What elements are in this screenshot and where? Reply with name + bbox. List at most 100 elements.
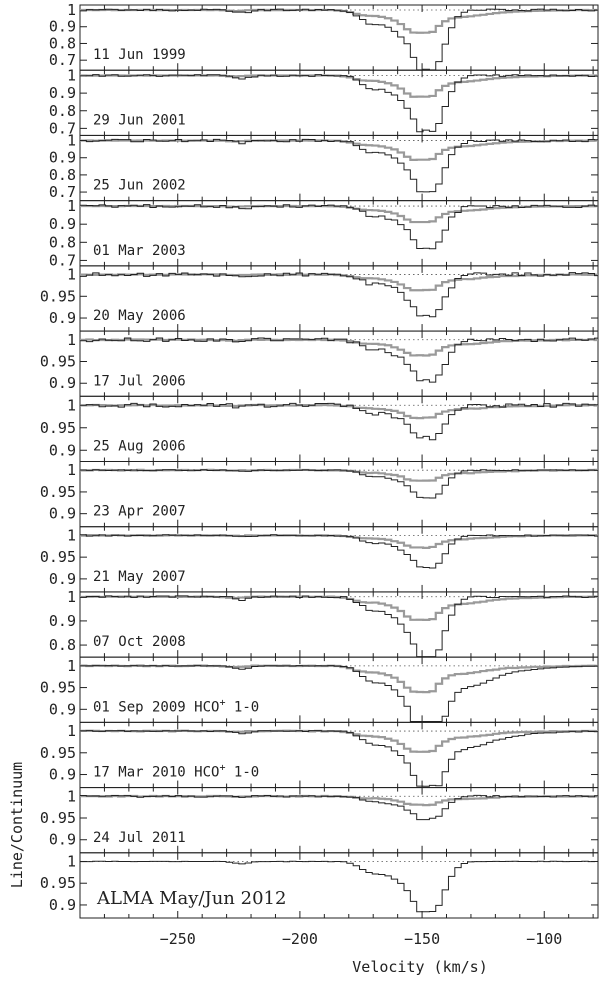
panel-7: 1 0.95 0.9 25 Aug 2006 [40,395,599,462]
reference-spectrum [80,468,598,482]
panel-label-main: 29 Jun 2001 [93,112,186,128]
y-tick-label: 0.8 [49,34,76,52]
y-tick-label: 0.9 [49,149,76,167]
y-tick-label: 0.9 [49,441,76,459]
observed-spectrum [80,402,598,441]
y-tick-label: 1 [67,266,76,284]
y-tick-label: 1 [67,526,76,544]
y-tick-label: 0.95 [40,548,76,566]
y-tick-label: 0.8 [49,166,76,184]
y-tick-label: 0.7 [49,183,76,201]
observed-spectrum [80,204,598,250]
y-tick-label: 1 [67,588,76,606]
y-tick-label: 1 [67,132,76,150]
y-tick-label: 0.9 [49,18,76,36]
reference-spectrum [80,729,598,753]
panel-10: 1 0.9 0.8 07 Oct 2008 [49,588,599,658]
panel-label: 23 Apr 2007 [93,504,186,520]
panel-label: 25 Aug 2006 [93,439,186,455]
panel-6: 1 0.95 0.9 17 Jul 2006 [40,330,599,397]
observed-spectrum [80,8,598,71]
y-tick-label: 1 [67,67,76,85]
panel-9: 1 0.95 0.9 21 May 2007 [40,526,599,593]
y-tick-label: 0.9 [49,570,76,588]
observed-spectrum [80,595,598,658]
y-tick-label: 0.95 [40,874,76,892]
y-tick-label: 1 [67,657,76,675]
panel-label-superscript: + [219,697,225,708]
reference-spectrum [80,139,598,161]
observed-spectrum [80,665,598,722]
panel-label-main: 20 May 2006 [93,308,186,324]
panel-label-main: 17 Mar 2010 HCO [93,765,219,781]
y-tick-label: 1 [67,461,76,479]
panel-label: 20 May 2006 [93,308,186,324]
panel-label: 01 Sep 2009 HCO+ 1-0 [93,697,259,715]
x-axis-title: Velocity (km/s) [352,958,487,976]
panel-label-tail: 1-0 [225,699,259,715]
panel-label-main: 25 Jun 2002 [93,178,186,194]
reference-spectrum [80,533,598,549]
y-tick-label: 0.7 [49,119,76,137]
x-tick-label: −100 [526,930,562,948]
panel-label-main: 21 May 2007 [93,569,186,585]
observed-spectrum [80,138,598,193]
panel-label-superscript: + [219,763,225,774]
observed-spectrum [80,272,598,318]
panel-label: 21 May 2007 [93,569,186,585]
panel-5: 1 0.95 0.9 20 May 2006 [40,265,599,332]
panel-label: 07 Oct 2008 [93,634,186,650]
panel-label: 17 Mar 2010 HCO+ 1-0 [93,763,259,781]
y-tick-label: 1 [67,331,76,349]
y-tick-label: 0.95 [40,353,76,371]
y-tick-label: 0.8 [49,636,76,654]
y-tick-label: 0.8 [49,233,76,251]
observed-spectrum [80,794,598,821]
panel-label: 29 Jun 2001 [93,112,186,128]
panel-label-main: 17 Jul 2006 [93,373,186,389]
y-tick-label: 0.9 [49,84,76,102]
y-axis-title: Line/Continuum [8,762,26,888]
reference-spectrum [80,794,598,807]
panel-14: 1 0.95 0.9 ALMA May/Jun 2012 [40,852,599,919]
y-tick-label: 0.95 [40,744,76,762]
observed-spectrum [80,74,598,133]
panel-label: 01 Mar 2003 [93,243,186,259]
y-tick-label: 0.9 [49,612,76,630]
y-tick-label: 0.9 [49,896,76,914]
panel-label: 11 Jun 1999 [93,47,186,63]
panel-label: 24 Jul 2011 [93,830,186,846]
reference-spectrum [80,403,598,420]
x-tick-label: −200 [282,930,318,948]
panel-label-tail: 1-0 [225,765,259,781]
panel-label-main: 23 Apr 2007 [93,504,186,520]
y-tick-label: 0.95 [40,483,76,501]
y-tick-label: 0.95 [40,419,76,437]
reference-spectrum [80,204,598,224]
observed-spectrum [80,860,598,913]
y-tick-label: 0.7 [49,51,76,69]
y-tick-label: 0.9 [49,831,76,849]
y-tick-label: 0.9 [49,309,76,327]
reference-spectrum [80,74,598,98]
x-axis: −250 −200 −150 −100 [160,930,563,948]
panel-4: 10.90.80.7 01 Mar 2003 [49,197,599,269]
y-tick-label: 1 [67,787,76,805]
y-tick-label: 0.9 [49,374,76,392]
x-tick-label: −150 [404,930,440,948]
y-tick-label: 0.7 [49,251,76,269]
y-tick-label: 1 [67,852,76,870]
reference-spectrum [80,338,598,357]
panel-2: 10.90.80.7 29 Jun 2001 [49,67,599,137]
y-tick-label: 0.9 [49,700,76,718]
panel-label: 25 Jun 2002 [93,178,186,194]
y-tick-label: 1 [67,396,76,414]
y-tick-label: 1 [67,197,76,215]
y-tick-label: 0.95 [40,287,76,305]
panel-12: 1 0.95 0.9 17 Mar 2010 HCO+ 1-0 [40,721,599,789]
observed-spectrum [80,534,598,569]
y-tick-label: 1 [67,722,76,740]
reference-spectrum [80,8,598,34]
panel-8: 1 0.95 0.9 23 Apr 2007 [40,461,599,528]
observed-spectrum [80,469,598,499]
